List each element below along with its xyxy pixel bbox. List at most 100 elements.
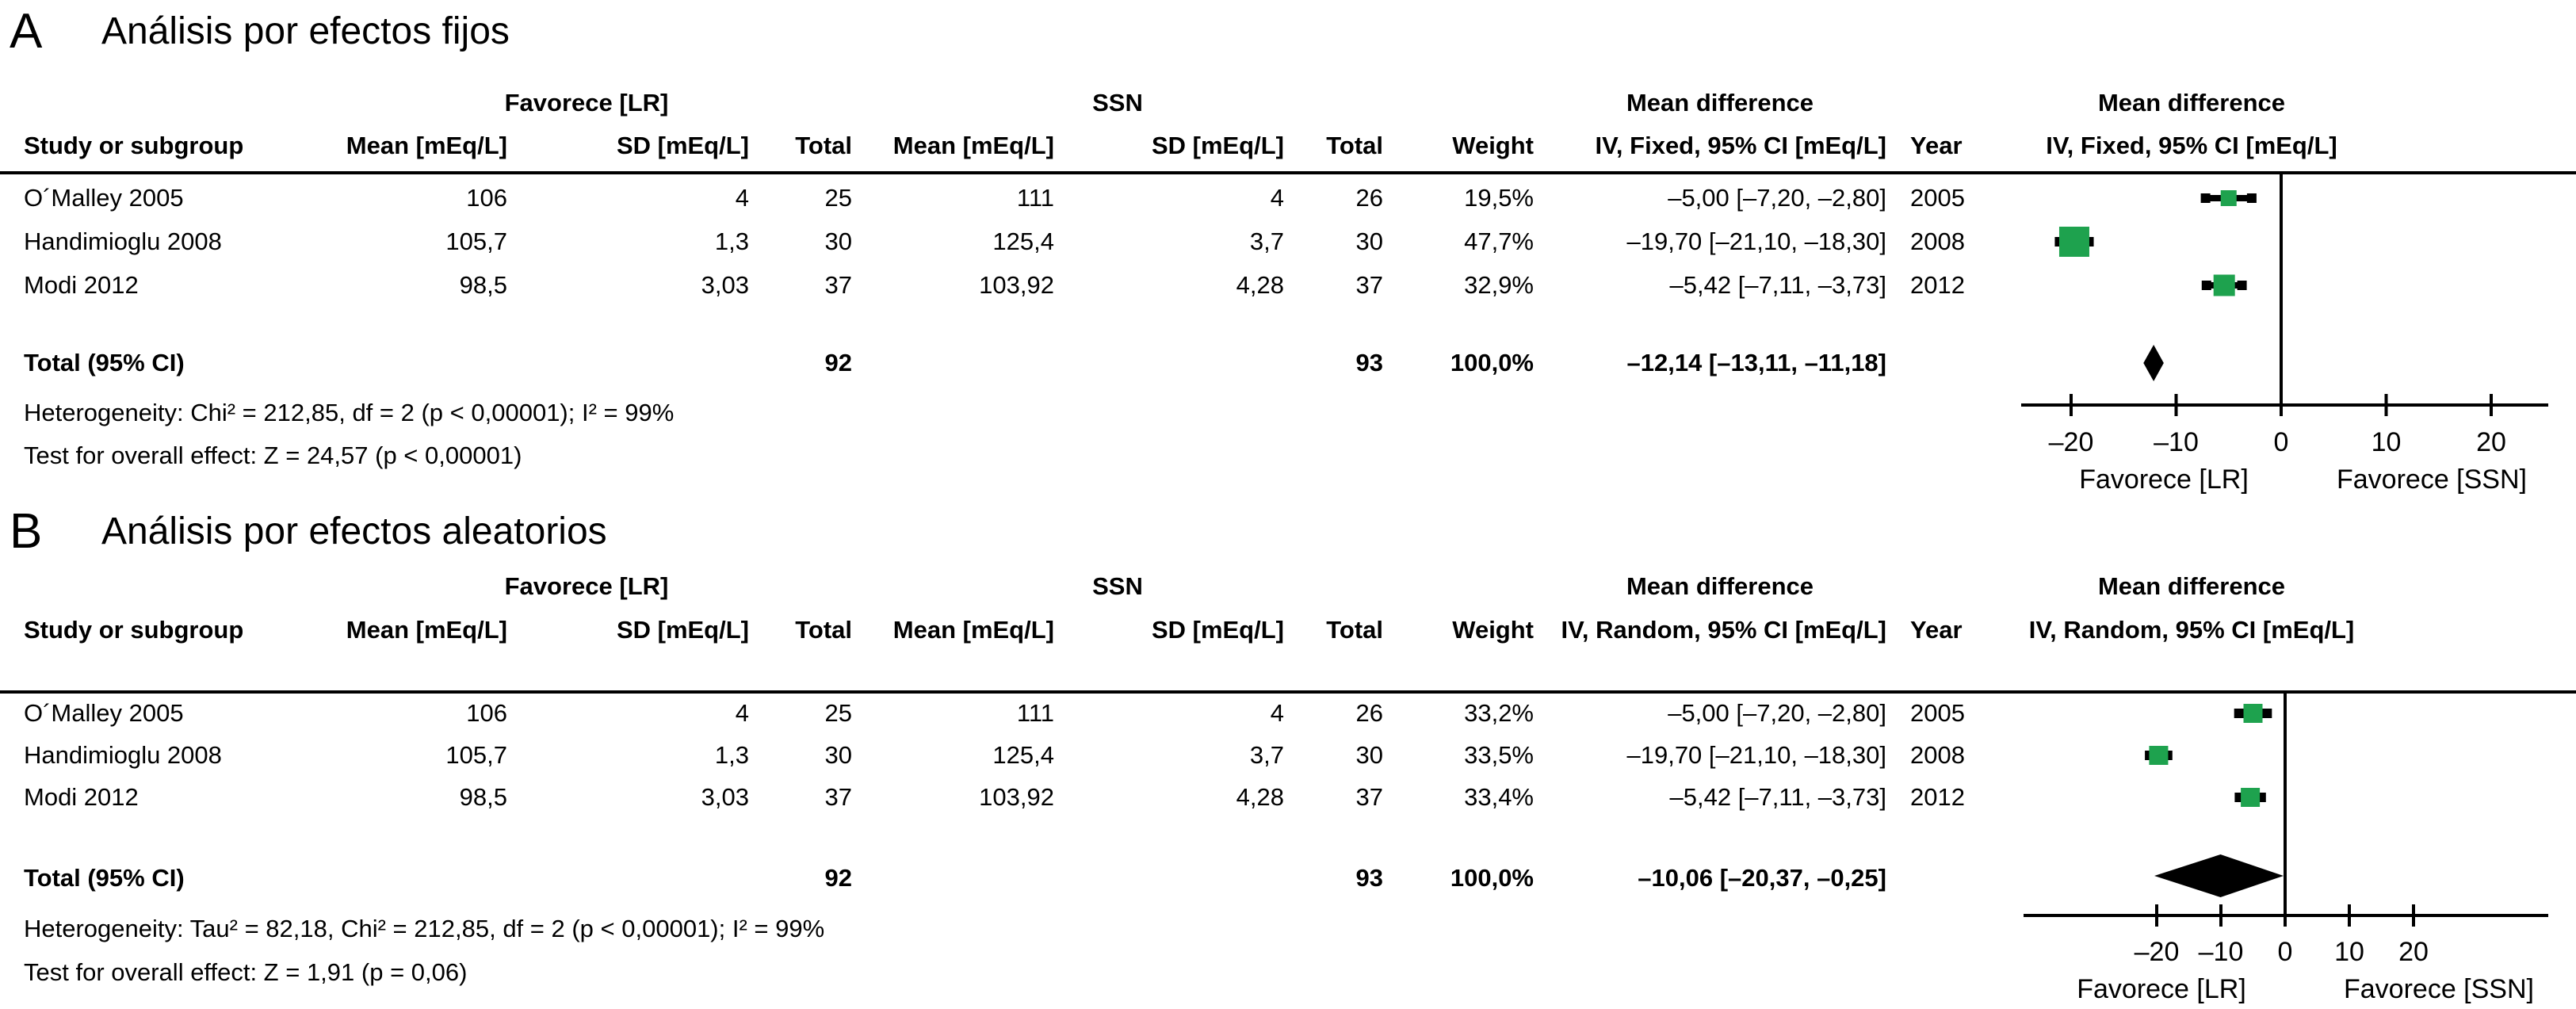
total-row: Total (95% CI) 92 93 100,0% –12,14 [–13,… xyxy=(0,347,2576,379)
total-ci: –10,06 [–20,37, –0,25] xyxy=(1638,864,1886,892)
table-row: Handimioglu 2008 105,7 1,3 30 125,4 3,7 … xyxy=(0,740,2576,771)
ci-cap-left xyxy=(2200,193,2211,203)
study-name: Handimioglu 2008 xyxy=(24,227,222,255)
ci-cap-left xyxy=(2234,709,2244,718)
ci-cap-left xyxy=(2201,281,2211,290)
group-header-ssn: SSN xyxy=(1092,89,1143,117)
year-value: 2005 xyxy=(1910,699,1965,727)
ci-cap-right xyxy=(2237,281,2247,290)
total-lr: 25 xyxy=(824,699,852,727)
weight: 32,9% xyxy=(1464,271,1534,299)
sd-lr: 1,3 xyxy=(714,227,749,255)
sd-ssn: 4 xyxy=(1270,699,1284,727)
panel-b-title-row: B Análisis por efectos aleatorios xyxy=(0,506,2576,557)
year-value: 2008 xyxy=(1910,227,1965,255)
x-tick xyxy=(2174,394,2178,416)
group-header-favorece-lr: Favorece [LR] xyxy=(504,89,669,117)
col-header-weight: Weight xyxy=(1452,616,1534,644)
col-header-total-lr: Total xyxy=(795,132,852,159)
col-header-mean-lr: Mean [mEq/L] xyxy=(346,616,507,644)
ci-value: –19,70 [–21,10, –18,30] xyxy=(1626,741,1886,769)
mean-ssn: 111 xyxy=(1016,184,1054,212)
study-name: Modi 2012 xyxy=(24,271,139,299)
ci-cap-right xyxy=(2262,709,2272,718)
col-header-study: Study or subgroup xyxy=(24,132,244,159)
mean-lr: 105,7 xyxy=(445,227,507,255)
ci-cap-right xyxy=(2246,193,2257,203)
overall-effect-row: Test for overall effect: Z = 1,91 (p = 0… xyxy=(0,957,2576,988)
x-tick xyxy=(2284,904,2287,927)
effect-square xyxy=(2220,190,2237,206)
overall-effect-row: Test for overall effect: Z = 24,57 (p < … xyxy=(0,440,2576,472)
col-header-mean-ssn: Mean [mEq/L] xyxy=(892,132,1054,159)
col-header-total-ssn: Total xyxy=(1326,132,1383,159)
panel-a-title-row: A Análisis por efectos fijos xyxy=(0,6,2576,57)
x-axis xyxy=(2021,403,2548,407)
zero-line xyxy=(2284,694,2287,915)
group-header-mean-difference: Mean difference xyxy=(1626,572,1814,600)
total-ssn: 37 xyxy=(1355,271,1383,299)
x-tick-label: –20 xyxy=(2135,937,2180,967)
heterogeneity-row: Heterogeneity: Chi² = 212,85, df = 2 (p … xyxy=(0,397,2576,429)
axis-label-favorece-lr: Favorece [LR] xyxy=(2079,464,2249,495)
table-row: O´Malley 2005 106 4 25 111 4 26 19,5% –5… xyxy=(0,182,2576,214)
col-header-sd-ssn: SD [mEq/L] xyxy=(1151,616,1284,644)
total-ssn: 30 xyxy=(1355,741,1383,769)
x-tick xyxy=(2070,394,2073,416)
plot-header-ci: IV, Random, 95% CI [mEq/L] xyxy=(2028,616,2355,644)
x-tick-label: 10 xyxy=(2334,937,2364,967)
mean-ssn: 103,92 xyxy=(979,783,1054,811)
heterogeneity-text: Heterogeneity: Chi² = 212,85, df = 2 (p … xyxy=(24,399,675,426)
plot-header-mean-difference: Mean difference xyxy=(2097,572,2285,600)
year-value: 2012 xyxy=(1910,271,1965,299)
sd-ssn: 4,28 xyxy=(1236,271,1284,299)
x-tick xyxy=(2280,394,2283,416)
sd-lr: 4 xyxy=(735,184,749,212)
sd-lr: 3,03 xyxy=(701,783,749,811)
study-name: Handimioglu 2008 xyxy=(24,741,222,769)
total-diamond xyxy=(2154,854,2284,897)
x-tick xyxy=(2219,904,2222,927)
year-value: 2005 xyxy=(1910,184,1965,212)
mean-lr: 98,5 xyxy=(459,783,507,811)
total-lr: 37 xyxy=(824,783,852,811)
total-label: Total (95% CI) xyxy=(24,349,185,376)
header-rule xyxy=(0,171,2576,174)
x-tick xyxy=(2384,394,2388,416)
effect-square xyxy=(2058,227,2089,257)
study-name: Modi 2012 xyxy=(24,783,139,811)
x-tick xyxy=(2490,394,2493,416)
group-header-ssn: SSN xyxy=(1092,572,1143,600)
mean-ssn: 103,92 xyxy=(979,271,1054,299)
heterogeneity-row: Heterogeneity: Tau² = 82,18, Chi² = 212,… xyxy=(0,913,2576,945)
weight: 33,2% xyxy=(1464,699,1534,727)
total-n-ssn: 93 xyxy=(1355,864,1383,892)
x-tick-label: 10 xyxy=(2372,427,2402,457)
panel-a-group-header-row: Favorece [LR] SSN Mean difference Mean d… xyxy=(0,87,2576,119)
col-header-weight: Weight xyxy=(1452,132,1534,159)
col-header-ci: IV, Fixed, 95% CI [mEq/L] xyxy=(1595,132,1886,159)
total-n-lr: 92 xyxy=(824,864,852,892)
ci-value: –5,42 [–7,11, –3,73] xyxy=(1669,783,1887,811)
col-header-year: Year xyxy=(1910,132,1963,159)
group-header-favorece-lr: Favorece [LR] xyxy=(504,572,669,600)
sd-ssn: 4,28 xyxy=(1236,783,1284,811)
x-tick xyxy=(2348,904,2351,927)
effect-square xyxy=(2213,274,2235,296)
x-tick-label: –10 xyxy=(2154,427,2199,457)
panel-a-title: Análisis por efectos fijos xyxy=(101,10,510,52)
x-tick-label: 0 xyxy=(2278,937,2293,967)
x-tick-label: 20 xyxy=(2398,937,2429,967)
col-header-year: Year xyxy=(1910,616,1963,644)
table-row: O´Malley 2005 106 4 25 111 4 26 33,2% –5… xyxy=(0,698,2576,729)
total-weight: 100,0% xyxy=(1450,864,1534,892)
ci-value: –19,70 [–21,10, –18,30] xyxy=(1626,227,1886,255)
effect-square xyxy=(2241,788,2261,807)
total-ssn: 30 xyxy=(1355,227,1383,255)
total-ssn: 26 xyxy=(1355,184,1383,212)
col-header-total-ssn: Total xyxy=(1326,616,1383,644)
col-header-study: Study or subgroup xyxy=(24,616,244,644)
col-header-mean-lr: Mean [mEq/L] xyxy=(346,132,507,159)
heterogeneity-text: Heterogeneity: Tau² = 82,18, Chi² = 212,… xyxy=(24,915,825,942)
